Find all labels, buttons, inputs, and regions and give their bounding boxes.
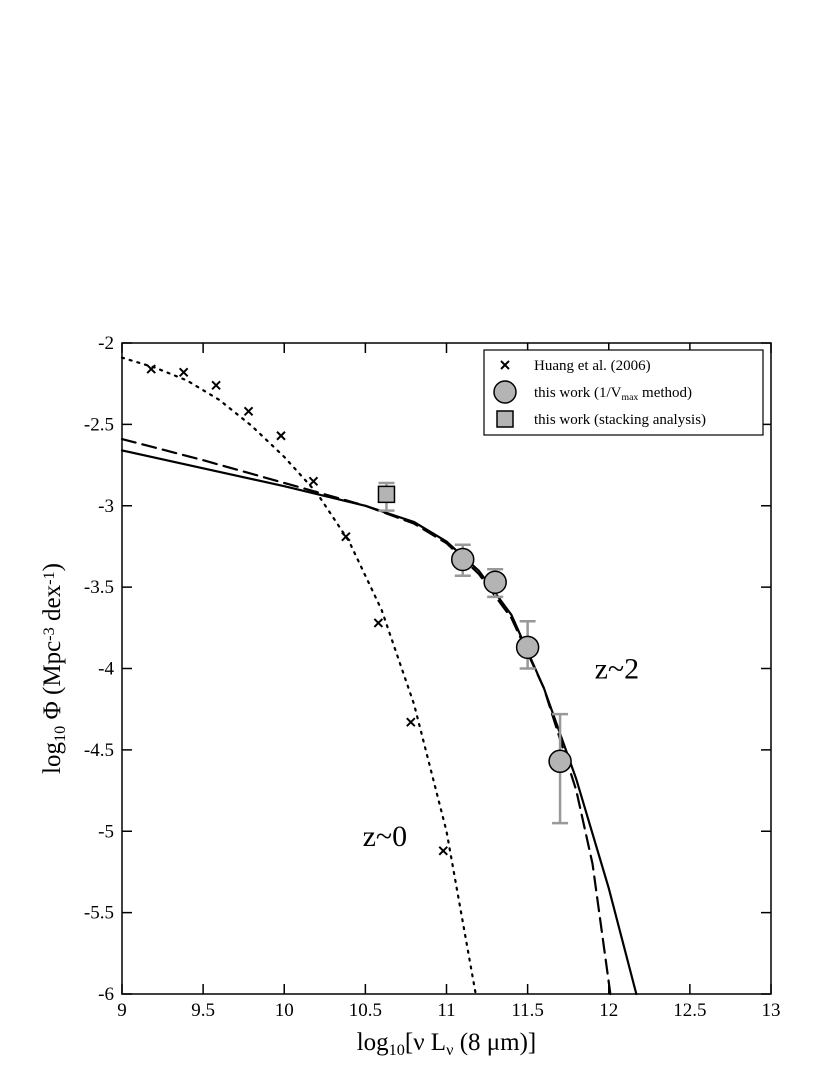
label-part: 10 bbox=[389, 1041, 405, 1059]
label-part: 10 bbox=[51, 726, 69, 742]
annotation: z~2 bbox=[595, 652, 640, 685]
label-part: log bbox=[357, 1029, 389, 1056]
point bbox=[341, 531, 351, 542]
y-tick-label: -4 bbox=[98, 659, 114, 680]
point bbox=[308, 476, 319, 487]
label-part: Huang et al. (2006) bbox=[534, 358, 651, 374]
x-tick-label: 11 bbox=[437, 1000, 455, 1021]
x-tick-label: 9.5 bbox=[191, 1000, 215, 1021]
x-tick-label: 12 bbox=[599, 1000, 618, 1021]
point bbox=[406, 717, 416, 727]
x-tick-label: 12.5 bbox=[673, 1000, 706, 1021]
y-tick-label: -3 bbox=[98, 496, 114, 517]
y-axis-label: log10 Φ (Mpc-3 dex-1) bbox=[39, 563, 69, 774]
annotation: z~0 bbox=[363, 820, 408, 853]
point bbox=[146, 364, 156, 374]
y-tick-label: -6 bbox=[98, 984, 114, 1005]
label-part: ) bbox=[39, 563, 66, 571]
label-part: dex bbox=[39, 584, 66, 627]
legend-box bbox=[483, 349, 764, 436]
point bbox=[493, 380, 517, 404]
point bbox=[373, 618, 384, 628]
y-tick-label: -2.5 bbox=[84, 414, 114, 435]
label-part: this work (1/V bbox=[534, 385, 622, 401]
y-tick-label: -5.5 bbox=[84, 903, 114, 924]
point bbox=[483, 570, 507, 594]
point bbox=[500, 360, 510, 370]
y-tick-label: -2 bbox=[98, 333, 114, 354]
point bbox=[496, 410, 514, 428]
x-tick-label: 10 bbox=[275, 1000, 294, 1021]
point bbox=[515, 635, 540, 660]
legend-label: this work (1/Vmax method) bbox=[534, 385, 692, 403]
label-part: method) bbox=[638, 385, 692, 401]
label-part: (8 μm)] bbox=[453, 1029, 536, 1056]
y-tick-label: -3.5 bbox=[84, 577, 114, 598]
curve bbox=[120, 356, 477, 996]
label-part: max bbox=[622, 392, 639, 403]
label-part: [ν L bbox=[405, 1029, 446, 1056]
x-tick-label: 13 bbox=[762, 1000, 781, 1021]
plot-frame bbox=[121, 342, 772, 995]
label-part: log bbox=[39, 742, 66, 774]
point bbox=[377, 485, 396, 504]
point bbox=[243, 406, 254, 417]
point bbox=[548, 749, 572, 774]
point bbox=[450, 547, 475, 572]
x-tick-label: 9 bbox=[117, 1000, 127, 1021]
y-tick-label: -5 bbox=[98, 821, 114, 842]
legend-label: this work (stacking analysis) bbox=[534, 412, 706, 428]
label-part: -3 bbox=[40, 627, 58, 641]
point bbox=[178, 367, 189, 378]
label-part: ν bbox=[446, 1041, 453, 1059]
x-tick-label: 10.5 bbox=[349, 1000, 382, 1021]
legend-label: Huang et al. (2006) bbox=[534, 358, 651, 374]
x-tick-label: 11.5 bbox=[511, 1000, 544, 1021]
label-part: this work (stacking analysis) bbox=[534, 412, 706, 428]
curve bbox=[120, 437, 612, 996]
label-part: -1 bbox=[40, 571, 58, 585]
label-part: Φ (Mpc bbox=[39, 641, 66, 726]
point bbox=[211, 380, 221, 391]
point bbox=[276, 431, 286, 441]
x-axis-label: log10[ν Lν (8 μm)] bbox=[357, 1029, 537, 1059]
y-tick-label: -4.5 bbox=[84, 740, 114, 761]
point bbox=[438, 846, 448, 856]
